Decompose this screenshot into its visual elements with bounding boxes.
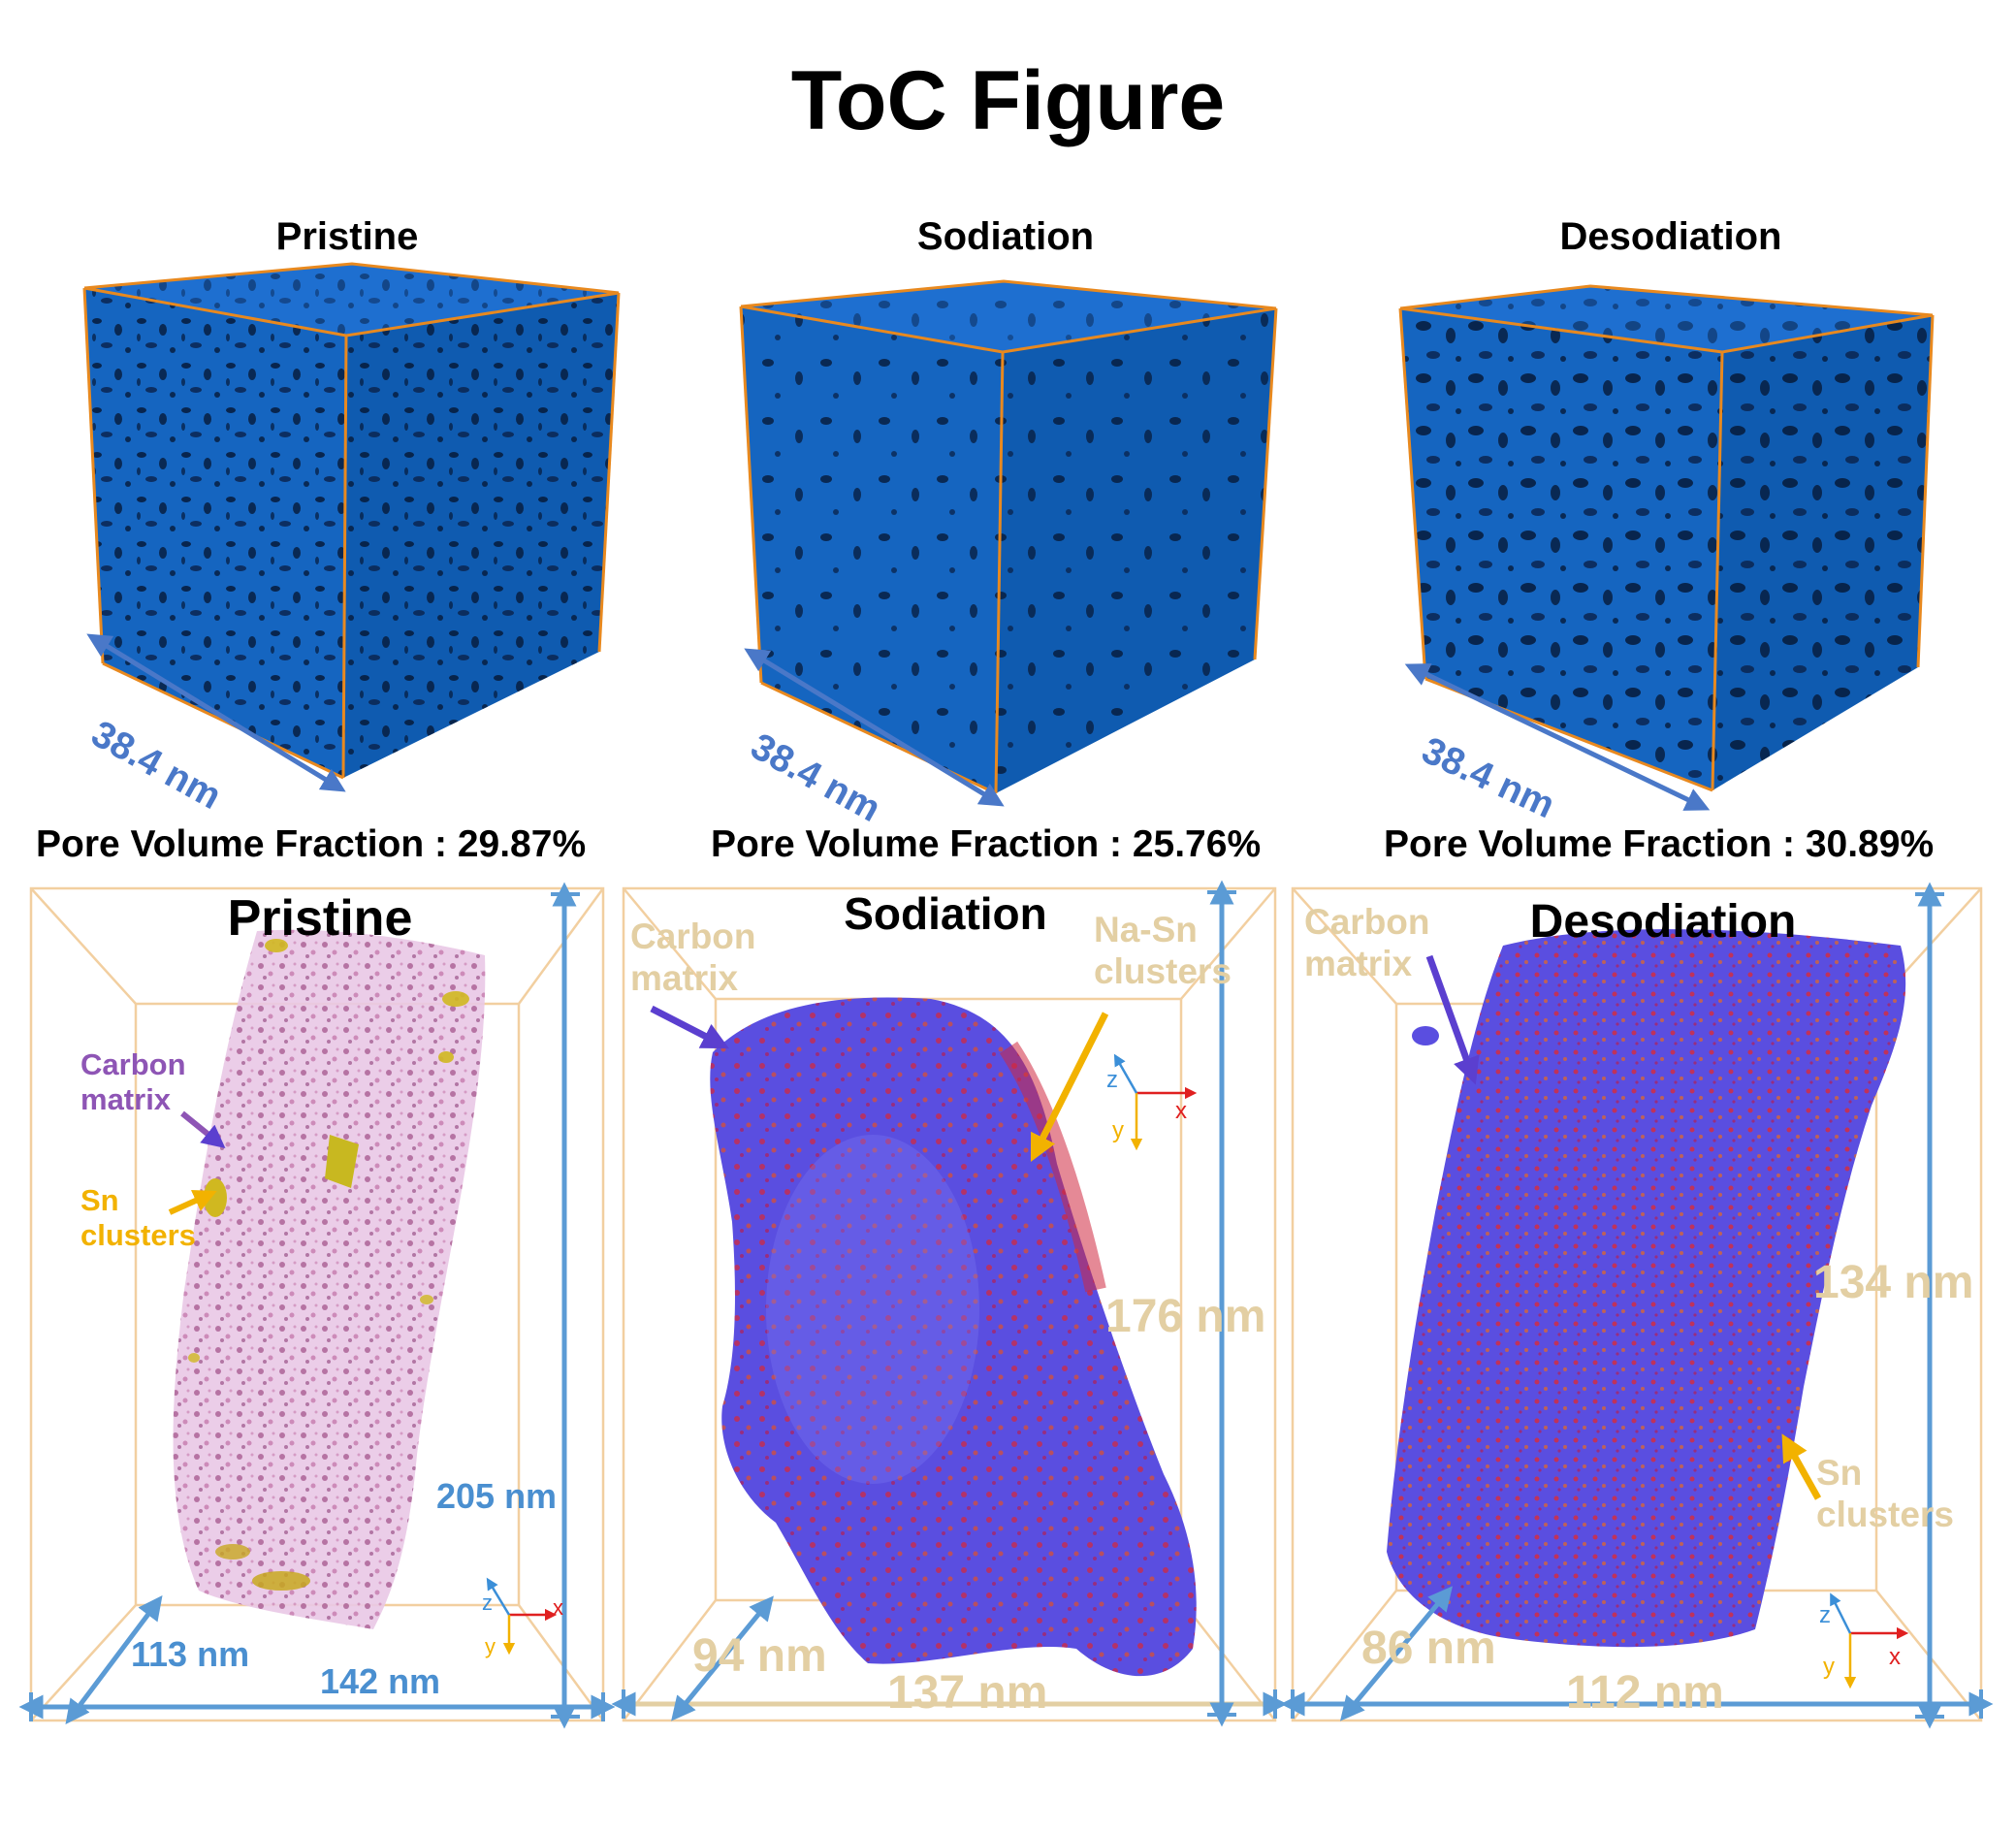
arrow-matrix-pristine <box>180 1110 226 1149</box>
label-clusters-sodiation: Na-Sn clusters <box>1094 910 1232 991</box>
arrow-clusters-sodiation <box>1030 1012 1109 1163</box>
pore-fraction-sodiation: Pore Volume Fraction : 25.76% <box>711 823 1262 865</box>
arrow-clusters-desodiation <box>1781 1433 1822 1500</box>
label-matrix-sodiation: Carbon matrix <box>630 916 756 998</box>
dim-label-height-sodiation: 176 nm <box>1105 1291 1266 1342</box>
sample-sodiation <box>710 997 1197 1677</box>
dim-label-width-sodiation: 137 nm <box>887 1667 1048 1719</box>
axis-z-sodiation: z <box>1106 1067 1118 1093</box>
axis-y-sodiation: y <box>1112 1117 1124 1143</box>
label-clusters-desodiation: Sn clusters <box>1816 1453 1954 1534</box>
sample-desodiation <box>1387 929 1906 1648</box>
scale-arrow-pristine <box>86 633 346 792</box>
dim-label-height-desodiation: 134 nm <box>1813 1257 1974 1308</box>
axis-x-sodiation: x <box>1175 1098 1187 1124</box>
axis-x-desodiation: x <box>1889 1644 1901 1670</box>
pore-fraction-desodiation: Pore Volume Fraction : 30.89% <box>1384 823 1935 865</box>
cube-label-sodiation: Sodiation <box>916 215 1095 258</box>
dim-depth-pristine <box>65 1595 163 1724</box>
axis-y-pristine: y <box>485 1634 496 1658</box>
dim-depth-desodiation <box>1339 1586 1454 1721</box>
label-matrix-pristine: Carbon matrix <box>80 1047 186 1116</box>
axis-z-pristine: z <box>482 1591 493 1615</box>
figure-title: ToC Figure <box>790 54 1226 147</box>
panel-title-pristine: Pristine <box>227 890 413 947</box>
dim-label-width-desodiation: 112 nm <box>1566 1667 1724 1719</box>
scale-arrow-sodiation <box>744 648 1005 807</box>
label-matrix-desodiation: Carbon matrix <box>1304 902 1430 983</box>
cube-desodiation <box>1398 284 1935 792</box>
sample-pristine <box>173 929 486 1629</box>
arrow-matrix-desodiation <box>1425 954 1480 1085</box>
axis-triad-pristine <box>486 1577 558 1656</box>
cube-pristine <box>82 262 621 780</box>
scale-arrow-desodiation <box>1404 663 1711 811</box>
cube-label-pristine: Pristine <box>275 215 419 258</box>
axis-x-pristine: x <box>553 1595 563 1620</box>
panel-title-desodiation: Desodiation <box>1529 896 1797 948</box>
dim-label-height-pristine: 205 nm <box>436 1476 558 1516</box>
axis-z-desodiation: z <box>1819 1602 1831 1628</box>
dim-depth-sodiation <box>671 1595 774 1721</box>
axis-triad-sodiation <box>1113 1053 1198 1151</box>
cube-sodiation <box>739 279 1278 795</box>
dim-label-depth-desodiation: 86 nm <box>1361 1623 1496 1674</box>
label-clusters-pristine: Sn clusters <box>80 1183 196 1252</box>
arrow-matrix-sodiation <box>650 1005 729 1049</box>
axis-y-desodiation: y <box>1823 1654 1835 1680</box>
arrow-clusters-pristine <box>168 1189 217 1215</box>
axis-triad-desodiation <box>1830 1592 1909 1689</box>
dim-label-depth-sodiation: 94 nm <box>692 1630 827 1682</box>
pore-fraction-pristine: Pore Volume Fraction : 29.87% <box>36 823 587 865</box>
cube-label-desodiation: Desodiation <box>1559 215 1782 258</box>
dim-label-width-pristine: 142 nm <box>320 1661 441 1701</box>
panel-title-sodiation: Sodiation <box>844 888 1047 939</box>
dim-label-depth-pristine: 113 nm <box>131 1634 250 1674</box>
